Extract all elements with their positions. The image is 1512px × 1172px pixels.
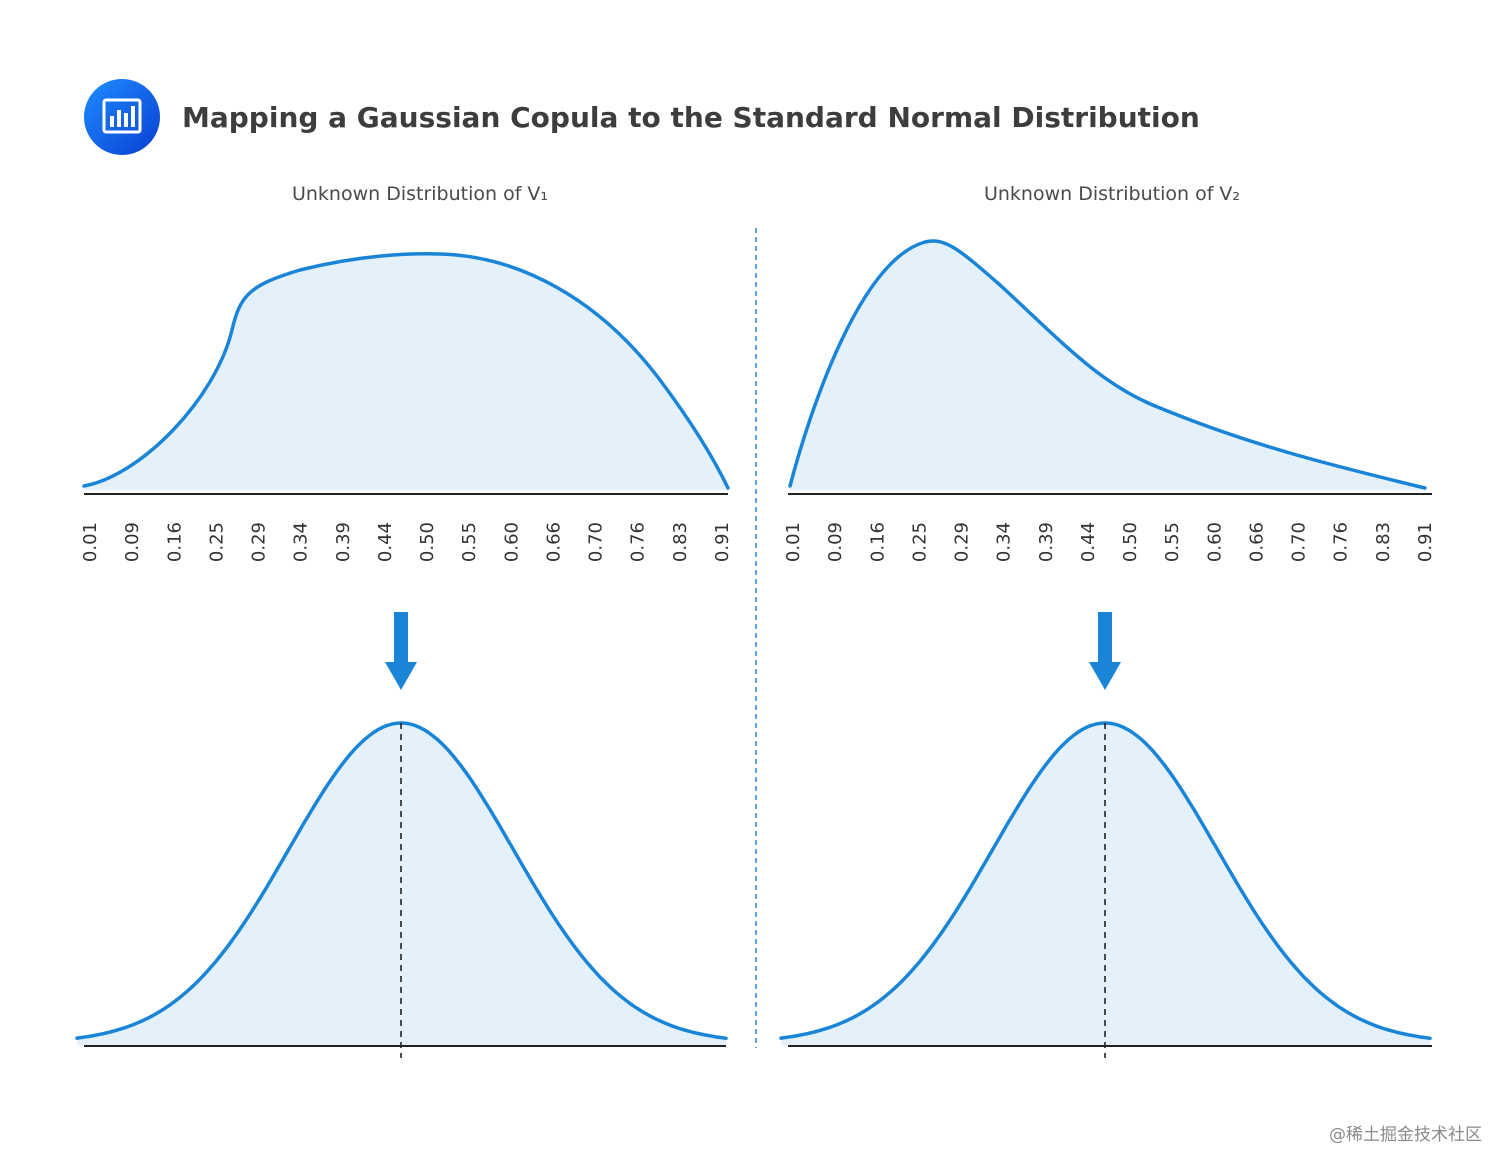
left-normal-fill bbox=[77, 723, 726, 1045]
tick-label: 0.60 bbox=[1204, 522, 1225, 562]
tick-label: 0.25 bbox=[909, 522, 930, 562]
tick-label: 0.34 bbox=[994, 522, 1015, 562]
tick-label: 0.29 bbox=[952, 522, 973, 562]
tick-label: 0.29 bbox=[249, 522, 270, 562]
tick-label: 0.39 bbox=[1036, 522, 1057, 562]
tick-label: 0.09 bbox=[825, 522, 846, 562]
tick-label: 0.83 bbox=[670, 522, 691, 562]
tick-label: 0.16 bbox=[164, 522, 185, 562]
tick-label: 0.91 bbox=[712, 522, 733, 562]
tick-label: 0.01 bbox=[783, 522, 804, 562]
panel-v1-label: Unknown Distribution of V₁ bbox=[292, 183, 548, 205]
panel-v2: Unknown Distribution of V₂ 0.01 0.09 0.16 0… bbox=[783, 183, 1436, 562]
tick-label: 0.39 bbox=[333, 522, 354, 562]
bar-chart-icon bbox=[84, 79, 160, 155]
tick-label: 0.55 bbox=[459, 522, 480, 562]
page-title: Mapping a Gaussian Copula to the Standar… bbox=[182, 101, 1200, 134]
v1-density-fill bbox=[84, 253, 728, 490]
tick-label: 0.50 bbox=[1120, 522, 1141, 562]
mapping-arrow-left bbox=[385, 612, 417, 690]
v1-density-curve bbox=[82, 252, 730, 490]
tick-label: 0.44 bbox=[375, 522, 396, 562]
v2-density-fill bbox=[790, 240, 1425, 490]
normal-panel-right bbox=[779, 721, 1432, 1058]
v2-density-curve bbox=[788, 239, 1427, 490]
panel-v1: Unknown Distribution of V₁ 0.01 0.09 0.16 0… bbox=[80, 183, 733, 562]
tick-label: 0.55 bbox=[1162, 522, 1183, 562]
tick-label: 0.50 bbox=[417, 522, 438, 562]
tick-label: 0.16 bbox=[867, 522, 888, 562]
v2-tick-labels: 0.01 0.09 0.16 0.25 0.29 0.34 0.39 0.44 0.50 0.55… bbox=[783, 522, 1436, 562]
tick-label: 0.91 bbox=[1415, 522, 1436, 562]
tick-label: 0.44 bbox=[1078, 522, 1099, 562]
mapping-arrow-right bbox=[1089, 612, 1121, 690]
tick-label: 0.76 bbox=[1331, 522, 1352, 562]
tick-label: 0.25 bbox=[206, 522, 227, 562]
tick-label: 0.01 bbox=[80, 522, 101, 562]
panel-v2-label: Unknown Distribution of V₂ bbox=[984, 183, 1240, 205]
tick-label: 0.70 bbox=[586, 522, 607, 562]
header: Mapping a Gaussian Copula to the Standar… bbox=[84, 79, 1200, 155]
normal-panel-left bbox=[75, 721, 728, 1058]
tick-label: 0.83 bbox=[1373, 522, 1394, 562]
tick-label: 0.76 bbox=[628, 522, 649, 562]
tick-label: 0.66 bbox=[1246, 522, 1267, 562]
tick-label: 0.66 bbox=[543, 522, 564, 562]
watermark: @稀土掘金技术社区 bbox=[1329, 1125, 1482, 1145]
tick-label: 0.60 bbox=[501, 522, 522, 562]
v1-tick-labels: 0.01 0.09 0.16 0.25 0.29 0.34 0.39 0.44 0.50 0.55… bbox=[80, 522, 733, 562]
right-normal-fill bbox=[781, 723, 1430, 1045]
tick-label: 0.70 bbox=[1289, 522, 1310, 562]
tick-label: 0.09 bbox=[122, 522, 143, 562]
tick-label: 0.34 bbox=[291, 522, 312, 562]
